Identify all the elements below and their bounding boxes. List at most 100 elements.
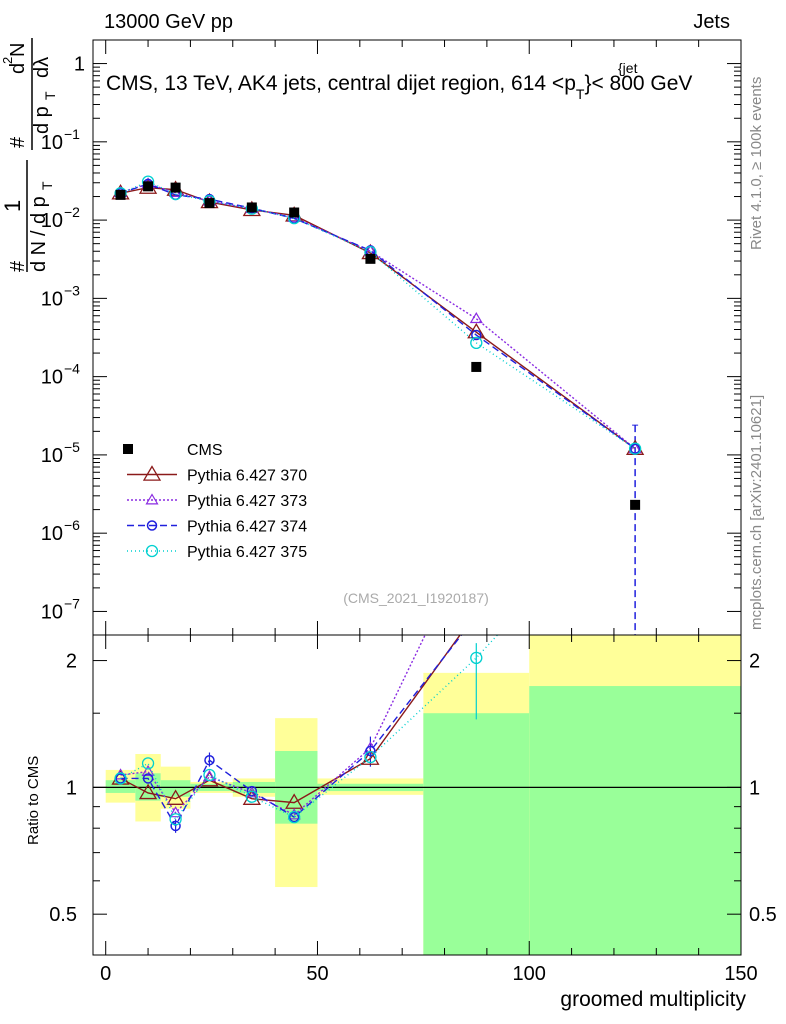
main-point-s374 [629,443,641,454]
main-ytick-label: 10 [41,210,63,232]
main-ylabel-n: N [7,43,29,57]
plot-title-suffix: }< 800 GeV [584,72,692,95]
header-right: Jets [693,11,730,33]
ratio-series-line-s374 [120,635,463,828]
ratio-series-line-s373 [120,635,426,816]
main-ylabel-dpt-2-sub: T [42,91,58,100]
ratio-ytick-label-right: 0.5 [749,904,777,926]
main-point-s375 [628,442,642,455]
main-ylabel-dpt-2: d p [31,106,53,134]
main-ytick-exponent: −7 [64,595,80,611]
ratio-point-s375 [203,768,216,782]
side-mcplots-label: mcplots.cern.ch [arXiv:2401.10621] [748,395,765,630]
ratio-point-s374 [246,785,258,797]
x-tick-label: 150 [724,963,757,985]
main-ytick-exponent: −6 [64,517,80,533]
main-ylabel: # 1 d N / d p T # d 2 N d p T dλ [0,38,58,272]
main-point-cms [289,207,300,218]
legend-label-s370: Pythia 6.427 370 [187,468,307,485]
ratio-point-s375 [364,750,377,764]
ratio-point-s370 [166,789,185,805]
ratio-ylabel: Ratio to CMS [25,756,42,845]
legend-label-cms: CMS [187,442,223,459]
plot-title-sup: {jet [618,60,638,76]
ratio-point-s374 [365,745,376,757]
main-curves [111,175,645,635]
main-series-line-s374 [120,183,636,450]
main-ylabel-d: d [7,63,29,74]
legend-marker-s375 [145,544,159,558]
plot-title: CMS, 13 TeV, AK4 jets, central dijet reg… [106,72,692,102]
ratio-ytick-label: 2 [66,651,77,673]
ratio-point-s370 [138,783,158,800]
ratio-frame [92,634,742,956]
main-ytick-label: 10 [41,601,63,623]
main-series-line-s373 [120,183,636,450]
legend-marker-cms [123,444,133,454]
main-point-cms [246,202,257,213]
ratio-ytick-label: 0.5 [49,904,77,926]
ratio-point-s370 [361,749,380,765]
ratio-point-s373 [169,806,183,818]
main-ytick-label: 10 [41,523,63,545]
main-point-cms [365,253,376,264]
main-point-cms [115,189,126,200]
main-ylabel-dpt: d p [28,196,50,224]
x-axis-label: groomed multiplicity [560,988,746,1011]
ratio-point-s374 [170,820,181,832]
main-ytick-exponent: −4 [64,361,80,377]
main-ytick-label: 10 [41,288,63,310]
ratio-band-inner [529,686,741,955]
main-ylabel-hash-1: # [7,260,29,272]
main-ylabel-dpt-sub: T [39,181,55,190]
main-series-line-s375 [120,180,636,450]
ratio-point-s375 [470,651,483,664]
ratio-ytick-label-right: 1 [749,777,760,799]
analysis-id: (CMS_2021_I1920187) [343,590,489,606]
main-point-s373 [469,312,483,324]
main-ylabel-hash-2: # [7,136,29,148]
ratio-plot: 0.5 0.5 1 1 2 2 0 50 100 150 [49,524,777,985]
main-ytick-exponent: −2 [64,204,80,220]
plot-title-sub: T [576,86,585,102]
main-point-s375 [470,336,483,350]
x-tick-label: 0 [100,963,111,985]
main-ytick-exponent: −1 [64,126,80,142]
ratio-ytick-label: 1 [66,777,77,799]
ratio-point-s373 [471,524,482,533]
ratio-point-s375 [169,813,182,826]
main-point-cms [170,182,181,193]
main-ytick-label: 10 [41,445,63,467]
ratio-point-s370 [468,605,484,619]
ratio-point-s374 [288,811,300,823]
main-ylabel-slash: / [28,230,50,236]
legend-marker-s373 [145,493,159,505]
main-point-cms [471,361,482,372]
ratio-bands [105,635,741,955]
main-ytick-exponent: −5 [64,439,80,455]
ratio-point-s374 [472,612,481,621]
main-ylabel-squared: 2 [0,57,15,64]
ratio-point-s370 [285,793,304,809]
main-ylabel-dn: d N [28,241,50,272]
main-ylabel-dlambda: dλ [31,57,53,78]
legend-marker-s374 [146,520,158,531]
ratio-band-inner [160,780,191,797]
legend-label-s375: Pythia 6.427 375 [187,544,307,561]
ratio-point-s373 [141,764,155,777]
main-ytick-label: 10 [41,367,63,389]
ratio-point-s374 [142,773,154,784]
main-point-cms [143,181,154,192]
main-plot: 110−110−210−310−410−510−610−7 [41,39,742,636]
main-point-s374 [471,329,482,341]
main-ytick-label: 10 [41,132,63,154]
legend: CMS Pythia 6.427 370 Pythia 6.427 373 Pythi… [123,442,307,561]
main-ytick-exponent: −3 [64,282,80,298]
x-tick-label: 100 [513,963,546,985]
header-left: 13000 GeV pp [104,11,233,33]
ratio-band-inner [105,780,136,793]
main-ytick-label: 1 [74,54,85,76]
ratio-point-s374 [115,773,126,784]
ratio-point-s375 [245,790,258,803]
